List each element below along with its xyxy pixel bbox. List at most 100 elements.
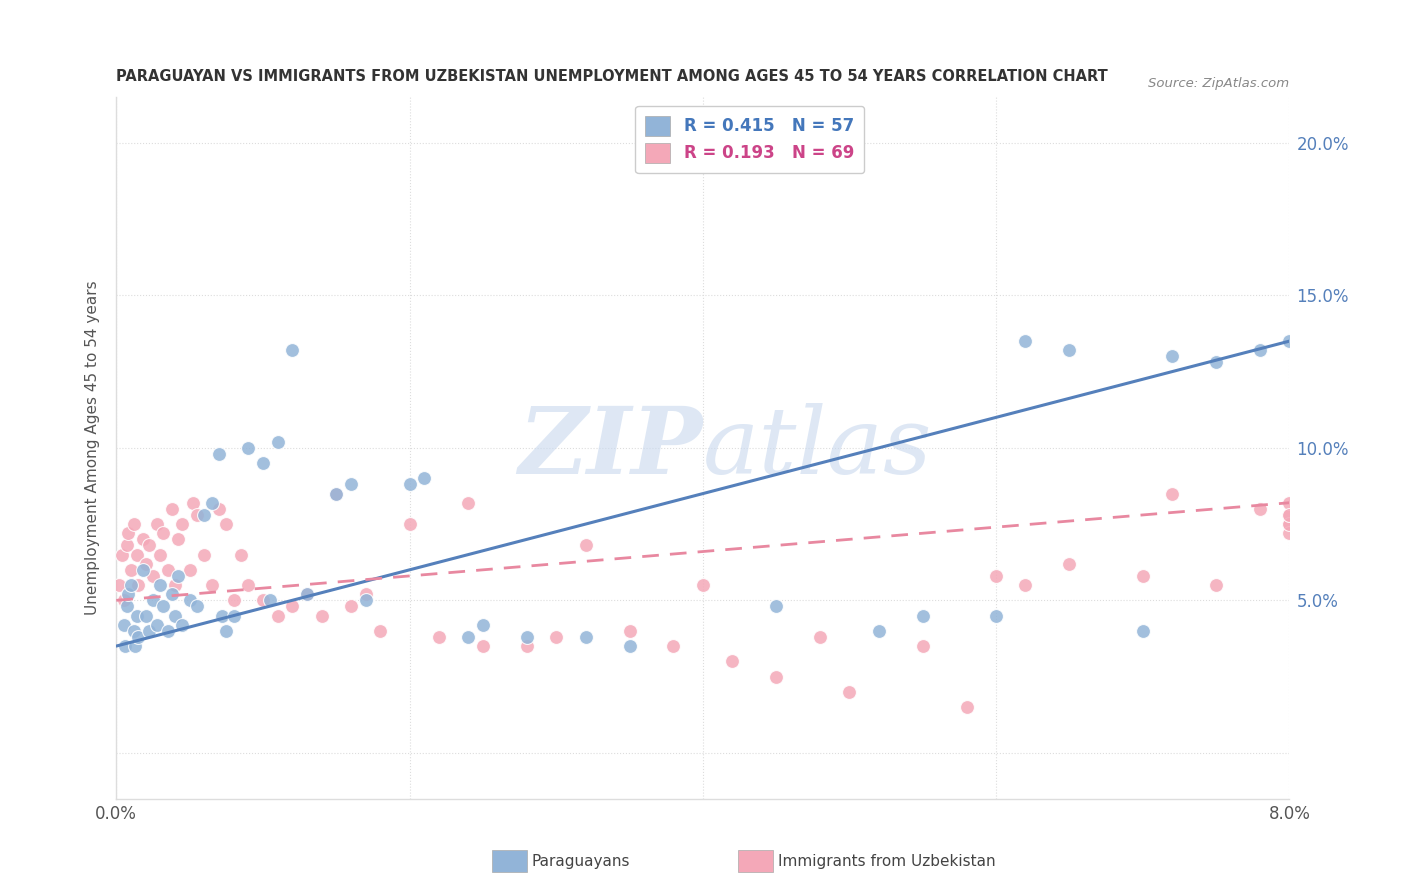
- Point: [1205, 355, 1227, 369]
- Point: [471, 639, 494, 653]
- Point: [238, 578, 260, 592]
- Point: [808, 129, 831, 144]
- Point: [662, 639, 685, 653]
- Y-axis label: Unemployment Among Ages 45 to 54 years: Unemployment Among Ages 45 to 54 years: [86, 281, 100, 615]
- Point: [1059, 343, 1081, 358]
- Point: [215, 517, 238, 532]
- Point: [354, 587, 377, 601]
- Text: Immigrants from Uzbekistan: Immigrants from Uzbekistan: [778, 855, 995, 869]
- Point: [340, 599, 363, 614]
- Point: [266, 434, 288, 449]
- Point: [1205, 578, 1227, 592]
- Text: Source: ZipAtlas.com: Source: ZipAtlas.com: [1149, 78, 1289, 90]
- Point: [160, 587, 183, 601]
- Point: [252, 456, 274, 470]
- Point: [765, 599, 787, 614]
- Point: [142, 569, 165, 583]
- Point: [1161, 486, 1184, 500]
- Point: [146, 517, 169, 532]
- Point: [259, 593, 281, 607]
- Point: [325, 486, 347, 500]
- Point: [127, 630, 149, 644]
- Point: [193, 548, 215, 562]
- Point: [167, 533, 190, 547]
- Point: [238, 441, 260, 455]
- Point: [1278, 517, 1301, 532]
- Point: [868, 624, 890, 638]
- Point: [135, 608, 157, 623]
- Point: [156, 563, 179, 577]
- Point: [398, 517, 420, 532]
- Point: [167, 569, 190, 583]
- Point: [149, 578, 172, 592]
- Point: [368, 624, 391, 638]
- Point: [117, 587, 139, 601]
- Point: [122, 517, 145, 532]
- Point: [142, 593, 165, 607]
- Point: [838, 685, 860, 699]
- Point: [984, 608, 1007, 623]
- Point: [325, 486, 347, 500]
- Point: [172, 517, 194, 532]
- Point: [1014, 578, 1036, 592]
- Point: [146, 617, 169, 632]
- Point: [516, 639, 538, 653]
- Point: [354, 593, 377, 607]
- Point: [574, 538, 596, 552]
- Point: [311, 608, 333, 623]
- Point: [222, 593, 245, 607]
- Point: [1132, 624, 1154, 638]
- Point: [208, 501, 231, 516]
- Point: [112, 593, 135, 607]
- Point: [125, 608, 148, 623]
- Point: [127, 578, 149, 592]
- Point: [117, 526, 139, 541]
- Point: [125, 548, 148, 562]
- Point: [808, 630, 831, 644]
- Point: [266, 608, 288, 623]
- Point: [163, 578, 186, 592]
- Point: [152, 526, 174, 541]
- Point: [574, 630, 596, 644]
- Point: [138, 624, 160, 638]
- Point: [619, 624, 641, 638]
- Point: [765, 669, 787, 683]
- Point: [1059, 557, 1081, 571]
- Point: [721, 654, 744, 668]
- Point: [692, 578, 714, 592]
- Text: PARAGUAYAN VS IMMIGRANTS FROM UZBEKISTAN UNEMPLOYMENT AMONG AGES 45 TO 54 YEARS : PARAGUAYAN VS IMMIGRANTS FROM UZBEKISTAN…: [117, 69, 1108, 84]
- Point: [124, 639, 146, 653]
- Point: [186, 508, 208, 522]
- Point: [1278, 334, 1301, 348]
- Point: [457, 630, 479, 644]
- Point: [211, 608, 233, 623]
- Point: [156, 624, 179, 638]
- Point: [186, 599, 208, 614]
- Text: Paraguayans: Paraguayans: [531, 855, 630, 869]
- Point: [1278, 496, 1301, 510]
- Point: [1278, 526, 1301, 541]
- Point: [179, 593, 201, 607]
- Point: [1249, 501, 1271, 516]
- Point: [427, 630, 450, 644]
- Point: [163, 608, 186, 623]
- Point: [471, 617, 494, 632]
- Point: [120, 578, 142, 592]
- Point: [138, 538, 160, 552]
- Point: [546, 630, 568, 644]
- Point: [911, 608, 934, 623]
- Point: [172, 617, 194, 632]
- Point: [200, 496, 222, 510]
- Point: [200, 578, 222, 592]
- Point: [1278, 517, 1301, 532]
- Point: [1014, 334, 1036, 348]
- Point: [193, 508, 215, 522]
- Point: [179, 563, 201, 577]
- Point: [1249, 343, 1271, 358]
- Point: [252, 593, 274, 607]
- Point: [112, 617, 135, 632]
- Point: [398, 477, 420, 491]
- Point: [114, 639, 136, 653]
- Point: [340, 477, 363, 491]
- Point: [1278, 508, 1301, 522]
